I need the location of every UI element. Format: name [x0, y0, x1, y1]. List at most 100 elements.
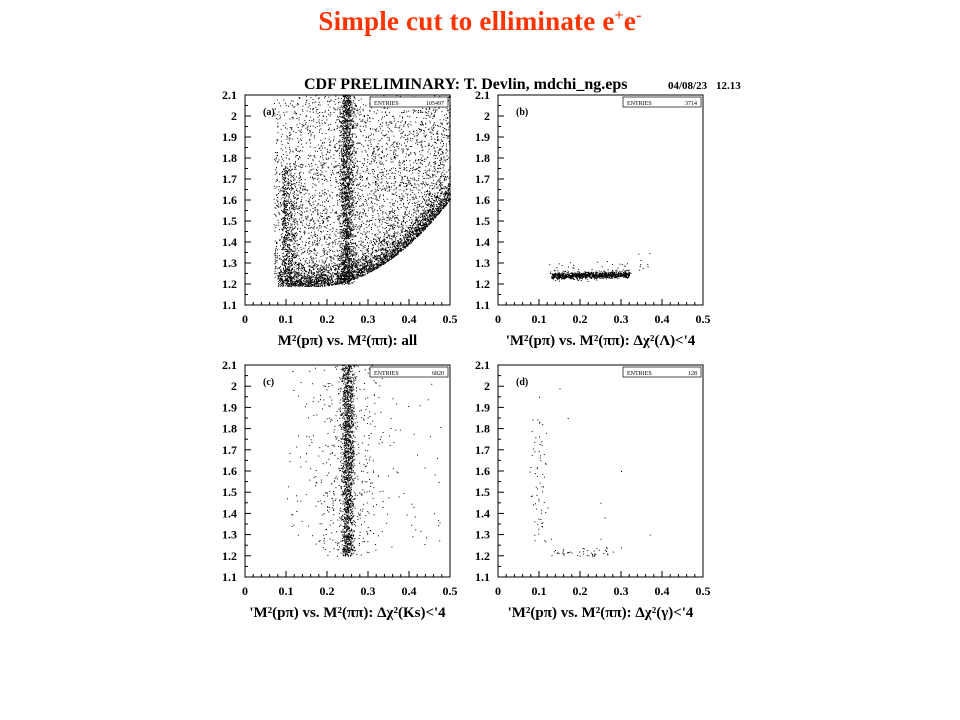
data-point — [344, 233, 345, 235]
data-point — [420, 141, 422, 143]
data-point — [330, 259, 332, 261]
data-point — [327, 129, 329, 130]
data-point — [359, 161, 361, 163]
data-point — [364, 246, 366, 248]
data-point — [425, 135, 426, 137]
data-point — [406, 159, 407, 161]
data-point — [336, 229, 338, 231]
data-point — [428, 128, 429, 130]
data-point — [447, 122, 449, 123]
data-point — [365, 261, 367, 263]
data-point — [308, 163, 310, 165]
data-point — [314, 173, 316, 175]
data-point — [384, 187, 386, 189]
data-point — [376, 268, 378, 270]
data-point — [292, 218, 294, 220]
data-point — [327, 197, 328, 199]
data-point — [408, 236, 410, 238]
data-point — [338, 152, 340, 154]
data-point — [370, 197, 372, 199]
data-point — [437, 187, 439, 189]
data-point — [340, 116, 342, 118]
data-point — [324, 178, 326, 180]
data-point — [440, 157, 442, 159]
data-point — [415, 226, 416, 228]
data-point — [285, 278, 286, 280]
data-point — [448, 199, 449, 201]
data-point — [294, 161, 296, 163]
data-point — [379, 160, 381, 162]
data-point — [428, 191, 430, 193]
data-point — [405, 121, 407, 122]
data-point — [309, 169, 311, 171]
data-point — [391, 247, 393, 249]
data-point — [421, 213, 423, 215]
data-point — [275, 214, 276, 216]
data-point — [328, 236, 330, 238]
data-point — [341, 247, 343, 249]
data-point — [386, 170, 388, 172]
data-point — [342, 267, 344, 269]
data-point — [328, 138, 330, 140]
data-point — [431, 193, 433, 195]
data-point — [374, 264, 376, 266]
data-point — [395, 123, 397, 125]
data-point — [341, 277, 342, 279]
data-point — [440, 203, 442, 205]
data-point — [434, 150, 436, 152]
data-point — [291, 278, 293, 280]
data-point — [365, 223, 367, 225]
data-point — [386, 243, 388, 245]
data-point — [371, 227, 372, 228]
data-point — [322, 201, 323, 203]
data-point — [436, 133, 438, 135]
data-point — [447, 190, 449, 191]
data-point — [355, 276, 357, 278]
data-point — [403, 125, 405, 127]
data-point — [298, 117, 300, 119]
data-point — [424, 216, 426, 218]
data-point — [444, 176, 446, 177]
data-point — [412, 109, 414, 111]
data-point — [383, 240, 385, 242]
data-point — [301, 126, 303, 128]
data-point — [445, 179, 447, 181]
data-point — [440, 153, 442, 155]
data-point — [393, 228, 395, 230]
data-point — [347, 132, 349, 134]
data-point — [445, 193, 447, 195]
data-point — [366, 215, 368, 217]
data-point — [361, 167, 363, 168]
data-point — [390, 253, 392, 255]
data-point — [299, 275, 301, 277]
data-point — [401, 135, 403, 137]
data-point — [310, 282, 312, 284]
data-point — [278, 111, 280, 113]
data-point — [379, 172, 381, 174]
data-point — [366, 235, 368, 237]
data-point — [311, 274, 313, 276]
data-point — [394, 213, 395, 214]
data-point — [333, 101, 335, 103]
data-point — [398, 160, 400, 162]
data-point — [448, 169, 450, 171]
data-point — [305, 241, 307, 243]
data-point — [443, 175, 445, 177]
data-point — [337, 265, 339, 267]
data-point — [342, 217, 344, 219]
data-point — [413, 234, 415, 236]
data-point — [399, 241, 401, 243]
data-point — [379, 257, 381, 259]
data-point — [295, 154, 297, 156]
data-point — [354, 214, 356, 215]
data-point — [355, 197, 357, 199]
data-point — [364, 245, 366, 246]
data-point — [383, 249, 385, 251]
data-point — [373, 139, 375, 141]
data-point — [385, 112, 386, 114]
data-point — [431, 182, 433, 184]
data-point — [325, 218, 327, 220]
data-point — [405, 243, 407, 245]
data-point — [435, 199, 437, 201]
data-point — [305, 279, 307, 281]
